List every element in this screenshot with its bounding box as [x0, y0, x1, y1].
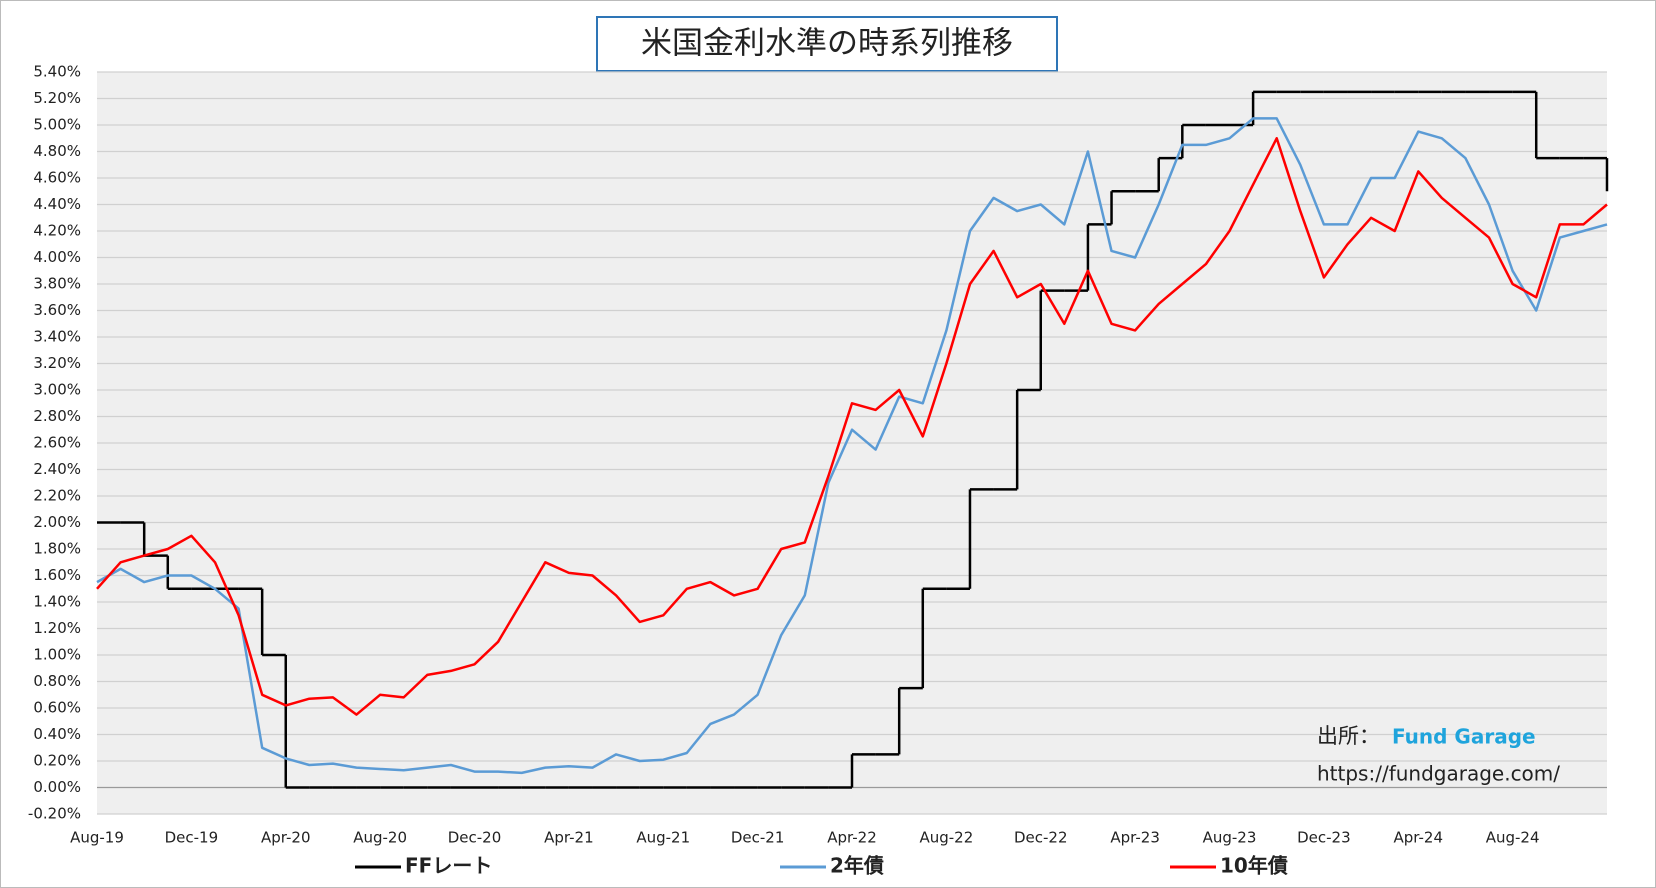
- title-box: [596, 16, 1058, 72]
- y-tick-label: 4.40%: [33, 195, 81, 213]
- x-tick-label: Apr-24: [1394, 829, 1444, 847]
- x-tick-label: Aug-22: [919, 829, 973, 847]
- x-tick-label: Apr-21: [544, 829, 594, 847]
- x-tick-label: Dec-22: [1014, 829, 1068, 847]
- series-line: [96, 137, 1608, 716]
- y-tick-label: 1.60%: [33, 566, 81, 584]
- y-tick-label: 2.00%: [33, 513, 81, 531]
- y-tick-label: 4.80%: [33, 142, 81, 160]
- x-tick-label: Apr-22: [827, 829, 877, 847]
- plot: -0.20% 0.00% 0.20% 0.40% 0.60% 0.80% 1.00% 1.20…: [28, 63, 1609, 878]
- y-tick-label: 3.00%: [33, 381, 81, 399]
- legend-label: 10年債: [1220, 854, 1288, 878]
- y-tick-label: 1.80%: [33, 540, 81, 558]
- x-tick-label: Apr-23: [1110, 829, 1160, 847]
- y-tick-label: 1.20%: [33, 619, 81, 637]
- y-tick-label: 3.60%: [33, 301, 81, 319]
- y-tick-label: 0.60%: [33, 699, 81, 717]
- y-tick-label: 4.60%: [33, 169, 81, 187]
- source-name: Fund Garage: [1392, 725, 1536, 749]
- y-tick-label: 0.40%: [33, 725, 81, 743]
- y-tick-label: 0.20%: [33, 752, 81, 770]
- series-line: [96, 117, 1608, 775]
- chart-title: 米国金利水準の時系列推移: [641, 26, 1013, 62]
- legend-label: 2年債: [830, 854, 884, 878]
- x-tick-label: Dec-20: [448, 829, 502, 847]
- x-tick-label: Aug-20: [353, 829, 407, 847]
- x-tick-label: Dec-23: [1297, 829, 1351, 847]
- y-tick-label: 3.20%: [33, 354, 81, 372]
- y-tick-label: 4.20%: [33, 222, 81, 240]
- source-label: 出所：: [1317, 724, 1380, 748]
- y-tick-label: 2.80%: [33, 407, 81, 425]
- x-tick-label: Aug-21: [636, 829, 690, 847]
- y-tick-label: 3.40%: [33, 328, 81, 346]
- y-tick-label: 2.20%: [33, 487, 81, 505]
- x-tick-label: Apr-20: [261, 829, 311, 847]
- y-tick-label: 0.80%: [33, 672, 81, 690]
- y-tick-label: 5.40%: [33, 63, 81, 81]
- y-tick-label: 3.80%: [33, 275, 81, 293]
- y-tick-label: 2.60%: [33, 434, 81, 452]
- x-tick-label: Dec-21: [731, 829, 785, 847]
- legend-label: FFレート: [405, 854, 492, 878]
- y-tick-label: 4.00%: [33, 248, 81, 266]
- y-tick-label: 1.00%: [33, 646, 81, 664]
- x-tick-label: Aug-19: [70, 829, 124, 847]
- x-tick-label: Dec-19: [165, 829, 219, 847]
- y-tick-label: -0.20%: [28, 805, 81, 823]
- y-tick-label: 1.40%: [33, 593, 81, 611]
- y-tick-label: 2.40%: [33, 460, 81, 478]
- x-tick-label: Aug-24: [1486, 829, 1540, 847]
- source-url: https://fundgarage.com/: [1317, 762, 1560, 786]
- y-tick-label: 5.20%: [33, 89, 81, 107]
- x-tick-label: Aug-23: [1203, 829, 1257, 847]
- y-tick-label: 0.00%: [33, 778, 81, 796]
- y-tick-label: 5.00%: [33, 116, 81, 134]
